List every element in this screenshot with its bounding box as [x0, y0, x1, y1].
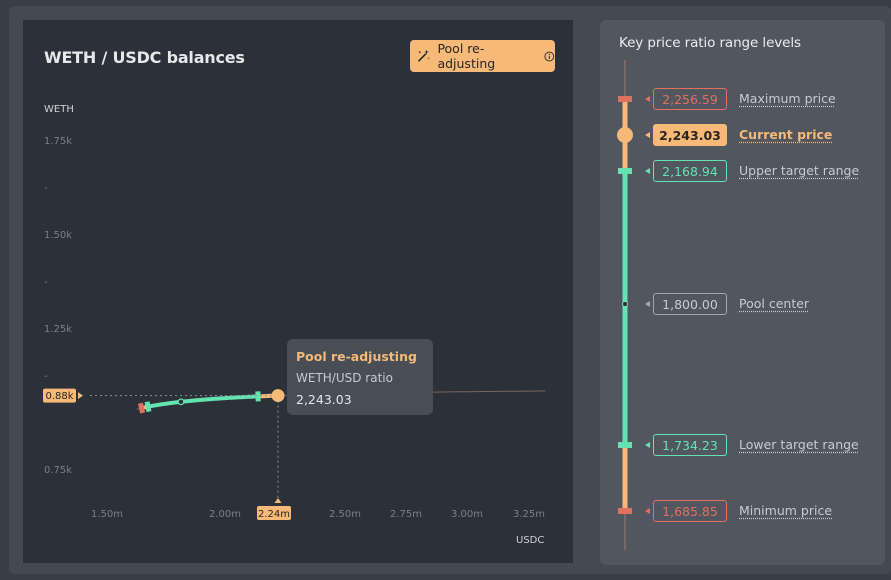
upper-target-tick — [144, 401, 152, 413]
x-tick-label: 2.50m — [329, 509, 361, 520]
x-axis-label: USDC — [516, 535, 544, 546]
chart-panel — [23, 20, 573, 563]
current-x-badge — [257, 506, 291, 520]
current-y-badge-label: 0.88k — [45, 391, 73, 402]
info-icon — [544, 51, 555, 61]
maximum-price-tick — [137, 402, 146, 414]
minimum-price-value: 1,685.85 — [653, 500, 727, 522]
tooltip-title: Pool re-adjusting — [296, 349, 417, 364]
y-tick-label: - — [44, 277, 48, 288]
current-price-label[interactable]: Current price — [739, 127, 833, 142]
current-price-value: 2,243.03 — [653, 124, 727, 146]
y-axis-label: WETH — [44, 104, 74, 115]
pool-center-point — [177, 398, 185, 406]
pool-center-value: 1,800.00 — [653, 293, 727, 315]
lower-target-value: 1,734.23 — [653, 434, 727, 456]
y-tick-label: - — [44, 183, 48, 194]
upper-target-pointer — [645, 167, 650, 174]
y-tick-label: 0.75k — [44, 465, 72, 476]
maximum-price-label[interactable]: Maximum price — [739, 91, 836, 106]
x-tick-label: 2.75m — [390, 509, 422, 520]
upper-target-label[interactable]: Upper target range — [739, 163, 860, 178]
y-tick-label: 1.75k — [44, 136, 72, 147]
price-levels-panel — [600, 20, 885, 565]
maximum-price-pointer — [645, 95, 650, 102]
pool-center-label[interactable]: Pool center — [739, 296, 810, 311]
pool-readjusting-button[interactable]: Pool re-adjusting — [410, 40, 555, 72]
x-axis-ticks: 1.50m 2.00m 2.50m 2.75m 3.00m 3.25m — [91, 509, 545, 520]
current-price-point — [271, 389, 285, 403]
current-y-badge-arrow — [78, 392, 83, 400]
chart-title: WETH / USDC balances — [44, 48, 245, 67]
y-tick-label: 1.50k — [44, 230, 72, 241]
curve-target-range — [146, 394, 260, 409]
x-tick-label: 3.25m — [513, 509, 545, 520]
lower-target-label[interactable]: Lower target range — [739, 437, 859, 452]
y-tick-label: - — [44, 371, 48, 382]
current-y-badge — [43, 388, 76, 403]
pool-center-pointer — [645, 300, 650, 307]
upper-target-value: 2,168.94 — [653, 160, 727, 182]
marker-group: 0.88k 2.24m — [43, 388, 294, 520]
current-price-pointer — [645, 131, 650, 138]
maximum-price-value: 2,256.59 — [653, 88, 727, 110]
x-tick-label: 3.00m — [451, 509, 483, 520]
chart-tooltip: Pool re-adjusting WETH/USD ratio 2,243.0… — [287, 339, 433, 415]
magic-wand-icon — [418, 49, 430, 62]
current-x-badge-label: 2.24m — [258, 509, 290, 520]
current-x-badge-arrow — [274, 498, 282, 503]
lower-target-tick — [255, 391, 261, 402]
y-axis-ticks: 1.75k - 1.50k - 1.25k - 0.75k — [44, 136, 72, 476]
tooltip-value: 2,243.03 — [296, 392, 352, 407]
lower-target-pointer — [645, 441, 650, 448]
x-tick-label: 1.50m — [91, 509, 123, 520]
minimum-price-pointer — [645, 507, 650, 514]
pool-readjusting-button-label: Pool re-adjusting — [437, 41, 496, 71]
y-tick-label: 1.25k — [44, 324, 72, 335]
price-levels-title: Key price ratio range levels — [619, 35, 801, 51]
x-tick-label: 2.00m — [209, 509, 241, 520]
tooltip-subtitle: WETH/USD ratio — [296, 371, 393, 385]
minimum-price-label[interactable]: Minimum price — [739, 503, 833, 518]
